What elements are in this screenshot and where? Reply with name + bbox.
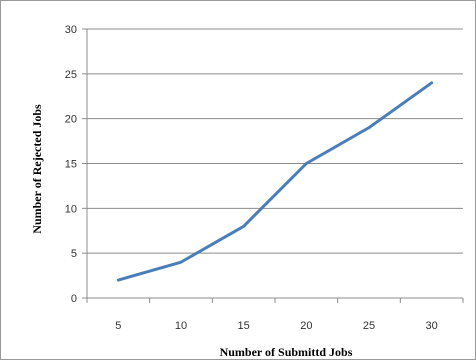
y-tick-labels: 0 5 10 15 20 25 30: [65, 24, 77, 305]
y-tick-label: 20: [65, 114, 77, 126]
gridlines: [82, 28, 464, 303]
y-tick-label: 10: [65, 203, 77, 215]
x-tick-label: 25: [363, 320, 375, 332]
x-tick-label: 30: [426, 320, 438, 332]
data-point: [179, 260, 183, 264]
x-tick-label: 20: [300, 320, 312, 332]
y-tick-label: 0: [71, 293, 77, 305]
x-tick-label: 15: [238, 320, 250, 332]
x-tick-label: 10: [175, 320, 187, 332]
x-axis-title: Number of Submittd Jobs: [220, 345, 353, 359]
y-axis-title: Number of Rejected Jobs: [30, 104, 44, 234]
x-tick-label: 5: [115, 320, 121, 332]
x-tick-labels: 5 10 15 20 25 30: [115, 320, 438, 332]
data-point: [117, 278, 120, 282]
data-point: [242, 225, 245, 228]
y-tick-label: 15: [65, 159, 77, 171]
series-layer: [116, 81, 434, 282]
data-point: [305, 162, 308, 165]
y-tick-label: 25: [65, 69, 77, 81]
data-point: [367, 126, 371, 129]
y-tick-label: 5: [71, 248, 77, 260]
y-tick-label: 30: [65, 24, 77, 36]
series-line: [116, 81, 434, 282]
data-point: [430, 81, 433, 85]
